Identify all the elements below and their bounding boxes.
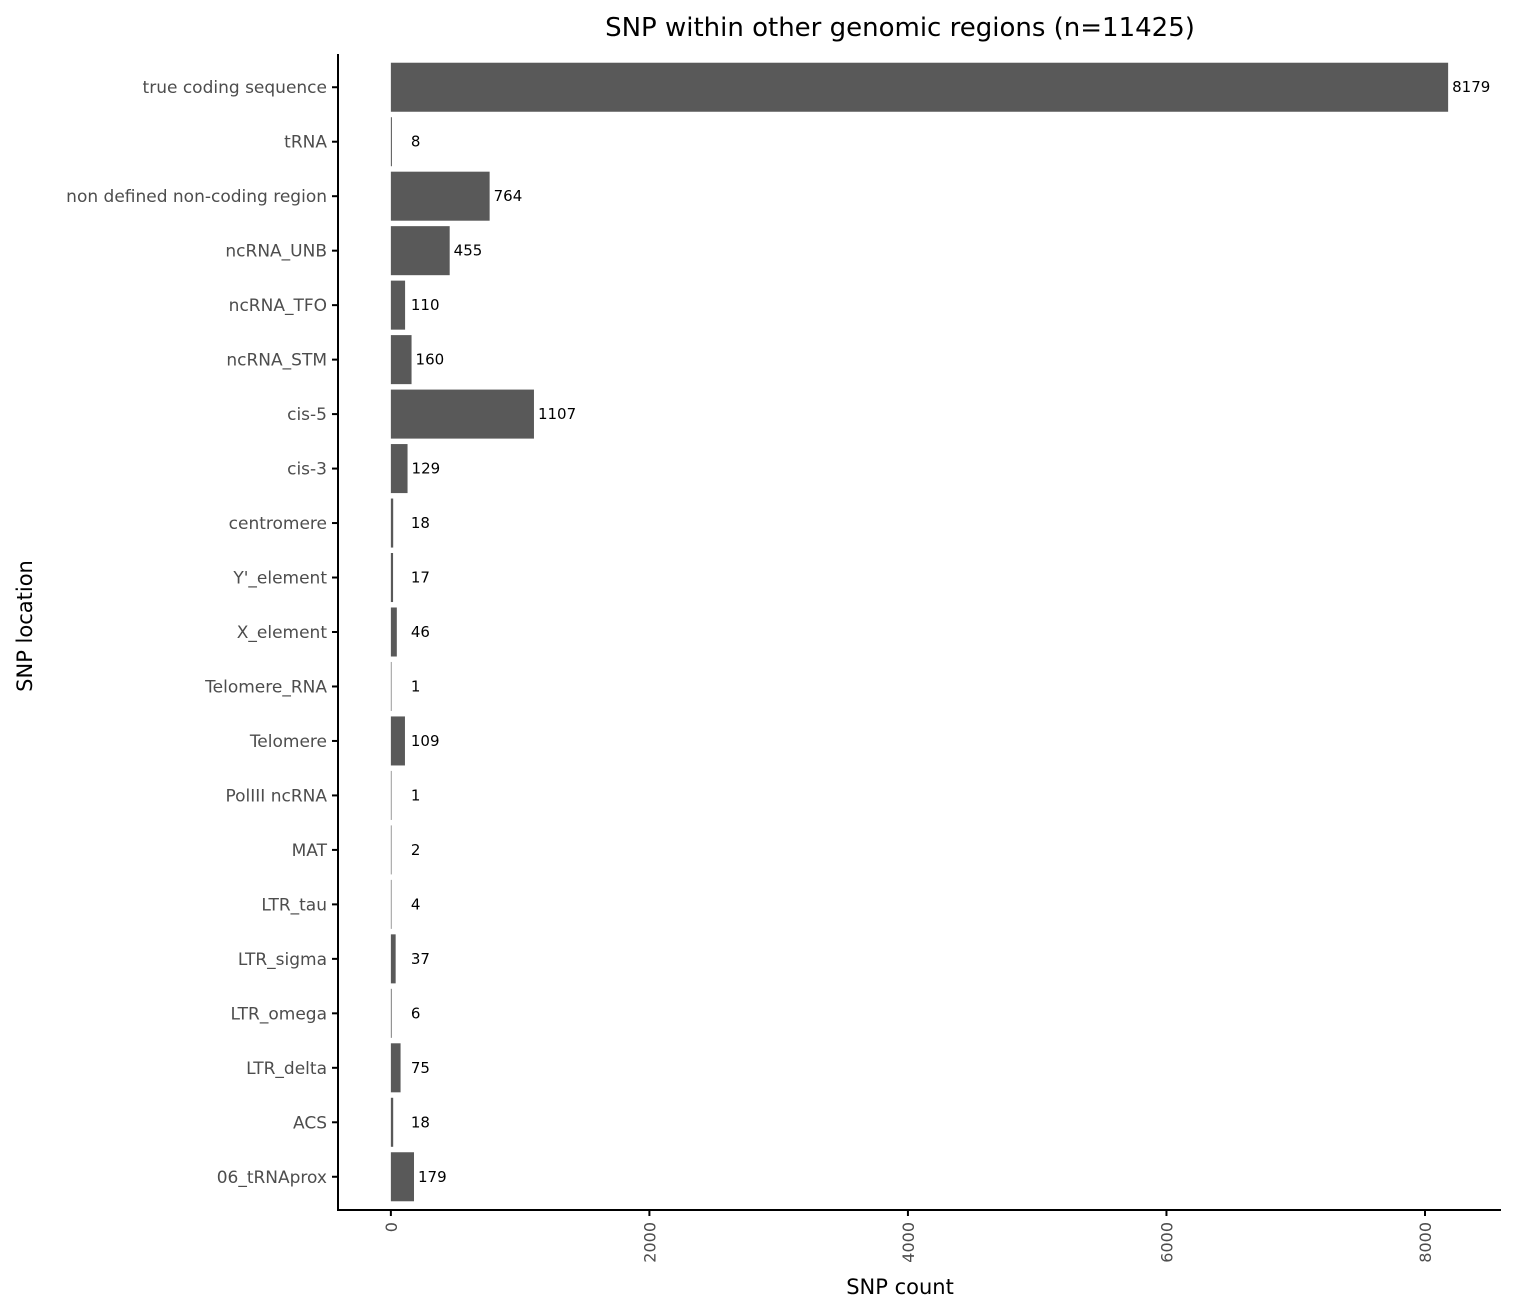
y-tick-label: true coding sequence bbox=[143, 78, 327, 98]
y-tick-label: non defined non-coding region bbox=[66, 187, 327, 207]
bar bbox=[390, 607, 397, 657]
x-axis-title: SNP count bbox=[846, 1275, 954, 1299]
x-axis: 0 2000 4000 6000 8000 bbox=[337, 1209, 1501, 1263]
y-axis: true coding sequence tRNA non defined non-… bbox=[66, 54, 339, 1210]
bar bbox=[390, 716, 405, 766]
bar bbox=[390, 280, 406, 330]
y-tick-label: ncRNA_TFO bbox=[229, 296, 327, 316]
bar-value-label: 455 bbox=[454, 242, 483, 260]
bar-value-label: 764 bbox=[494, 187, 523, 205]
bar-value-label: 18 bbox=[411, 514, 430, 532]
y-tick-label: 06_tRNAprox bbox=[217, 1168, 327, 1188]
bar-value-label: 8179 bbox=[1452, 78, 1490, 96]
bar-value-label: 18 bbox=[411, 1113, 430, 1131]
y-tick-label: LTR_tau bbox=[261, 895, 327, 915]
bar-value-label: 179 bbox=[418, 1168, 447, 1186]
x-tick-label: 4000 bbox=[899, 1222, 918, 1263]
bar-value-label: 4 bbox=[411, 895, 421, 913]
y-tick-label: cis-3 bbox=[287, 460, 327, 480]
x-tick-label: 8000 bbox=[1416, 1222, 1435, 1263]
bar bbox=[390, 498, 394, 548]
y-tick-label: ncRNA_STM bbox=[226, 351, 327, 371]
bar-value-label: 37 bbox=[411, 950, 430, 968]
y-tick-label: LTR_omega bbox=[231, 1004, 327, 1024]
bar bbox=[390, 879, 392, 929]
y-tick-label: centromere bbox=[229, 514, 327, 534]
y-tick-label: cis-5 bbox=[287, 405, 327, 425]
bar bbox=[390, 335, 412, 385]
bar-value-label: 6 bbox=[411, 1004, 421, 1022]
bar bbox=[390, 444, 408, 494]
bar bbox=[390, 1097, 394, 1147]
bar-value-label: 46 bbox=[411, 623, 430, 641]
y-tick-label: PolIII ncRNA bbox=[226, 786, 328, 806]
y-tick-label: tRNA bbox=[284, 133, 327, 153]
y-tick-label: LTR_delta bbox=[246, 1059, 327, 1079]
bar bbox=[390, 934, 396, 984]
bar-value-label: 1107 bbox=[538, 405, 576, 423]
x-tick-label: 2000 bbox=[640, 1222, 659, 1263]
x-tick-label: 6000 bbox=[1157, 1222, 1176, 1263]
bar bbox=[390, 62, 1449, 112]
bar-value-label: 8 bbox=[411, 133, 421, 151]
bar bbox=[390, 661, 392, 711]
y-tick-label: Telomere bbox=[249, 732, 327, 752]
bar bbox=[390, 171, 490, 221]
bar-value-label: 75 bbox=[411, 1059, 430, 1077]
bars-group bbox=[390, 62, 1449, 1202]
x-tick-label: 0 bbox=[382, 1222, 401, 1232]
value-labels-group: 8179 8 764 455 110 160 1107 129 18 17 46 1 109 1 2 4 37 6… bbox=[411, 78, 1490, 1186]
bar-value-label: 110 bbox=[411, 296, 440, 314]
bar-value-label: 1 bbox=[411, 677, 421, 695]
chart-title: SNP within other genomic regions (n=1142… bbox=[605, 13, 1195, 43]
bar-value-label: 17 bbox=[411, 569, 430, 587]
bar bbox=[390, 825, 392, 875]
bar-value-label: 1 bbox=[411, 786, 421, 804]
bar-value-label: 129 bbox=[412, 460, 441, 478]
bar-value-label: 2 bbox=[411, 841, 421, 859]
bar bbox=[390, 988, 392, 1038]
bar bbox=[390, 1043, 401, 1093]
y-tick-label: ncRNA_UNB bbox=[225, 242, 327, 262]
bar bbox=[390, 553, 394, 603]
bar bbox=[390, 389, 534, 439]
y-tick-label: Y'_element bbox=[232, 569, 327, 589]
y-tick-label: Telomere_RNA bbox=[204, 677, 327, 697]
y-tick-label: X_element bbox=[237, 623, 328, 643]
y-tick-label: ACS bbox=[293, 1113, 327, 1133]
bar-value-label: 109 bbox=[411, 732, 440, 750]
bar bbox=[390, 226, 450, 276]
y-tick-label: LTR_sigma bbox=[238, 950, 327, 970]
y-tick-label: MAT bbox=[292, 841, 328, 861]
y-axis-title: SNP location bbox=[13, 560, 37, 692]
bar-value-label: 160 bbox=[416, 351, 445, 369]
bar bbox=[390, 117, 392, 167]
bar bbox=[390, 1152, 415, 1202]
bar bbox=[390, 770, 392, 820]
